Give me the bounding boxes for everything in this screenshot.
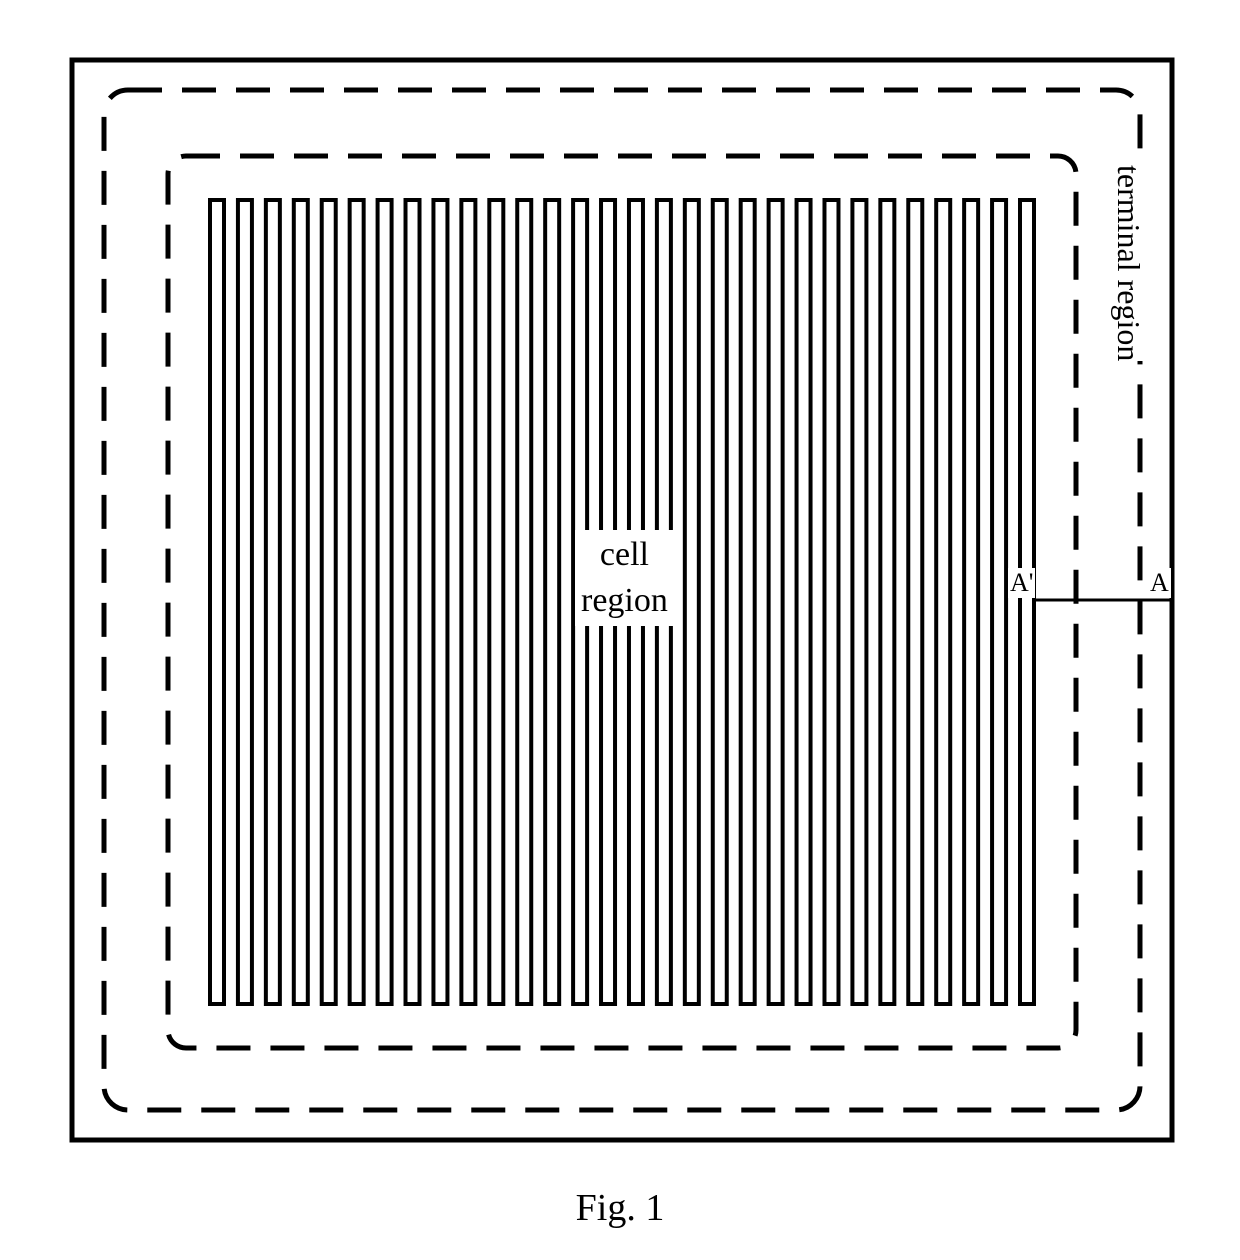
diagram-svg <box>0 0 1240 1260</box>
cell-bar <box>238 200 252 1004</box>
cell-bar <box>936 200 950 1004</box>
cell-bar <box>517 200 531 1004</box>
figure-caption: Fig. 1 <box>0 1186 1240 1230</box>
a-label: A <box>1148 568 1171 598</box>
cell-bar <box>713 200 727 1004</box>
cell-bar <box>824 200 838 1004</box>
cell-region-line1: cell <box>600 536 649 573</box>
cell-bar <box>461 200 475 1004</box>
cell-bar <box>1020 200 1034 1004</box>
cell-bar <box>964 200 978 1004</box>
cell-bar <box>852 200 866 1004</box>
cell-bar <box>378 200 392 1004</box>
cell-bar <box>797 200 811 1004</box>
cell-bar <box>741 200 755 1004</box>
a-prime-label: A' <box>1008 568 1035 598</box>
cell-bar <box>685 200 699 1004</box>
cell-bar <box>545 200 559 1004</box>
cell-bar <box>210 200 224 1004</box>
cell-region-line2: region <box>581 582 668 619</box>
cell-bar <box>406 200 420 1004</box>
terminal-region-label: terminal region <box>1108 165 1149 361</box>
cell-bar <box>433 200 447 1004</box>
cell-bar <box>880 200 894 1004</box>
cell-bar <box>769 200 783 1004</box>
cell-bar <box>350 200 364 1004</box>
cell-bar <box>992 200 1006 1004</box>
cell-bar <box>908 200 922 1004</box>
cell-region-label: cell region <box>575 530 674 626</box>
cell-bar <box>266 200 280 1004</box>
cell-bar <box>322 200 336 1004</box>
cell-bar <box>294 200 308 1004</box>
cell-bar <box>489 200 503 1004</box>
